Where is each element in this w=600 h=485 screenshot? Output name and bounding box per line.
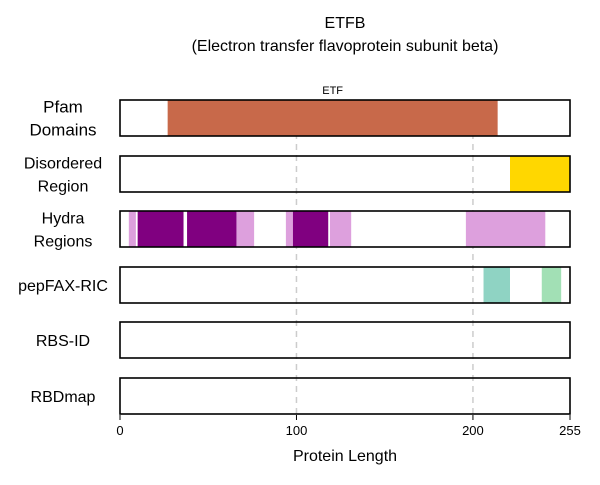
x-tick-label: 0 — [116, 423, 123, 438]
track-label: pepFAX-RIC — [18, 278, 108, 295]
x-tick-label: 255 — [559, 423, 581, 438]
track-4: pepFAX-RIC — [18, 266, 571, 304]
segment-3-7 — [330, 211, 352, 247]
track-label-line: pepFAX-RIC — [18, 278, 108, 295]
track-label: Hydra Regions — [34, 211, 93, 251]
segment-2-1 — [510, 156, 570, 192]
track-frame — [119, 321, 571, 359]
track-label-line: RBDmap — [31, 389, 96, 406]
track-6: RBDmap — [31, 377, 571, 415]
segment-3-4 — [236, 211, 255, 247]
track-label-line: Pfam — [43, 98, 83, 117]
segment-3-1 — [128, 211, 136, 247]
segment-3-6 — [292, 211, 329, 247]
track-label-line: Disordered — [24, 156, 102, 173]
x-axis: 0 100 200 255 — [116, 415, 581, 438]
segment-4-2 — [541, 267, 562, 303]
track-2: Disordered Region — [24, 155, 571, 196]
track-label: RBS-ID — [36, 333, 90, 350]
grid-lines — [295, 100, 474, 415]
track-label-line: Domains — [29, 121, 96, 140]
track-label: Disordered Region — [24, 156, 102, 196]
x-axis-label: Protein Length — [293, 448, 397, 465]
track-label: RBDmap — [31, 389, 96, 406]
track-frame — [119, 266, 571, 304]
track-frame — [119, 99, 571, 137]
track-5: RBS-ID — [36, 321, 571, 359]
tracks: ETF Pfam Domains Disordered Region Hydra Regio… — [18, 85, 571, 415]
track-label-line: Regions — [34, 234, 93, 251]
track-label-line: Region — [38, 179, 89, 196]
chart-subtitle: (Electron transfer flavoprotein subunit … — [192, 38, 499, 55]
track-1: ETF Pfam Domains — [29, 85, 571, 140]
x-tick-label: 100 — [286, 423, 308, 438]
track-label-line: Hydra — [42, 211, 85, 228]
track-frame — [119, 210, 571, 248]
segment-3-5 — [285, 211, 293, 247]
segment-3-2 — [137, 211, 184, 247]
segment-1-1 — [167, 100, 498, 136]
chart-title: ETFB — [325, 15, 366, 32]
track-frame — [119, 377, 571, 415]
track-frame — [119, 155, 571, 193]
segment-4-1 — [483, 267, 510, 303]
track-3: Hydra Regions — [34, 210, 571, 251]
x-tick-label: 200 — [462, 423, 484, 438]
track-label: Pfam Domains — [29, 98, 96, 140]
segment-3-3 — [187, 211, 237, 247]
track-label-line: RBS-ID — [36, 333, 90, 350]
domain-label: ETF — [322, 85, 343, 97]
segment-3-8 — [465, 211, 546, 247]
